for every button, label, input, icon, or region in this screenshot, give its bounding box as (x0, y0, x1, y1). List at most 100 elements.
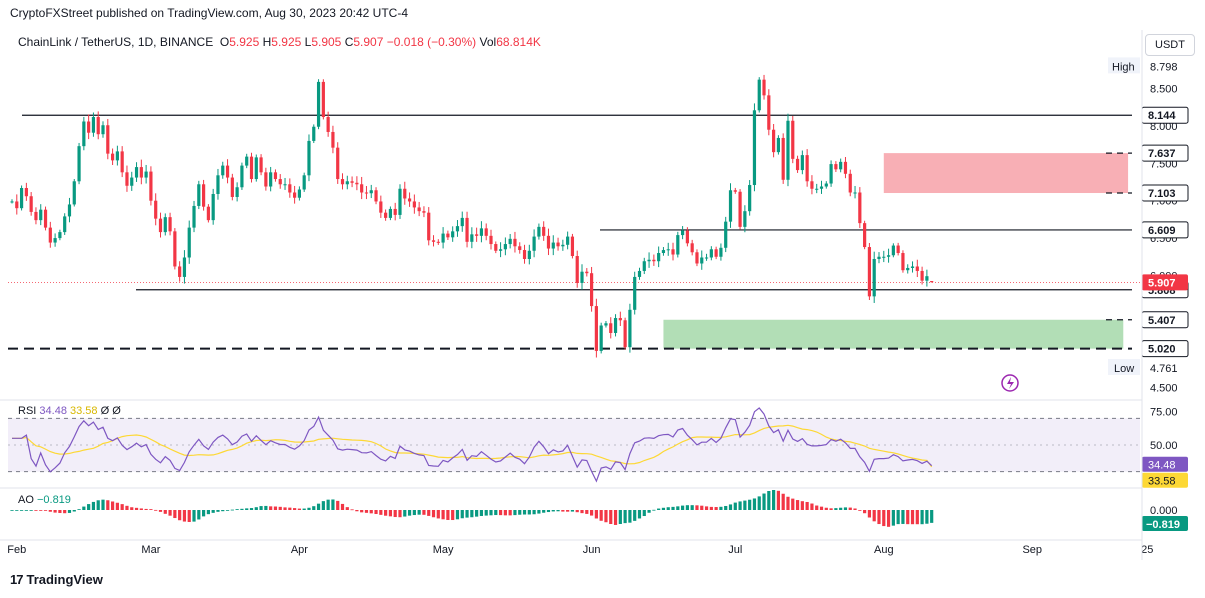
ao-bar (149, 509, 153, 510)
candle (321, 79, 325, 120)
ao-bar (422, 510, 426, 515)
candle-body (503, 244, 507, 250)
candle (364, 186, 369, 200)
ao-bar (235, 509, 239, 510)
ao-bar (795, 500, 800, 510)
candle-body (886, 255, 891, 257)
candle-body (556, 242, 560, 247)
candle-body (422, 211, 426, 213)
ao-bar (585, 510, 589, 514)
rsi-ma-line (12, 424, 933, 468)
ao-bar (839, 507, 843, 510)
candle (77, 142, 81, 185)
currency-button[interactable]: USDT (1145, 34, 1195, 56)
candle (685, 227, 689, 247)
candle-body (772, 129, 776, 153)
candle-body (527, 250, 531, 259)
symbol-name[interactable]: ChainLink / TetherUS, 1D, BINANCE (18, 35, 214, 49)
candle (393, 202, 397, 221)
candle-body (489, 235, 493, 245)
candle (10, 199, 14, 204)
candle (125, 165, 129, 192)
candle (24, 182, 28, 201)
ao-bar (475, 510, 479, 517)
candle (407, 192, 412, 207)
candle (34, 207, 38, 225)
candle (403, 181, 407, 205)
ao-bar (733, 502, 737, 510)
rsi-legend-na1: Ø (100, 405, 110, 417)
candle (158, 212, 163, 238)
ao-bar (542, 510, 546, 513)
candle-body (216, 175, 220, 194)
candle-body (815, 188, 819, 190)
candle-body (72, 181, 76, 205)
candle (211, 188, 215, 225)
tradingview-logo[interactable]: 17 TradingView (10, 572, 103, 587)
rsi-legend-ma: 33.58 (70, 405, 98, 417)
ao-bar (297, 508, 301, 510)
candle (910, 261, 915, 273)
candle-body (307, 140, 311, 176)
candle-body (891, 245, 895, 256)
ao-bar (910, 510, 915, 525)
candle (786, 113, 790, 187)
candle (561, 239, 565, 251)
candle (154, 193, 158, 226)
ao-bar (336, 500, 340, 510)
candle (106, 119, 110, 160)
candle-body (637, 270, 642, 277)
candle (475, 227, 479, 242)
ao-bar (321, 501, 325, 510)
candle-body (336, 147, 340, 180)
candle (168, 212, 172, 236)
high-value: 5.925 (271, 35, 302, 49)
candle-body (403, 188, 407, 199)
ao-bar (110, 501, 115, 510)
candle (748, 180, 752, 216)
ao-name: AO (18, 494, 34, 506)
candle (628, 303, 632, 353)
ao-bar (810, 503, 814, 510)
candle-body (484, 228, 488, 236)
candle-body (546, 235, 551, 249)
candle-body (733, 190, 737, 192)
rsi-ma-label: 33.58 (1148, 476, 1176, 488)
candle-body (542, 226, 546, 236)
candle-body (518, 246, 522, 251)
candle (264, 167, 268, 191)
candle-body (316, 81, 321, 127)
ao-bar (604, 510, 608, 523)
candle-body (748, 185, 752, 212)
candle (618, 311, 622, 327)
candle-body (633, 276, 637, 310)
candle (580, 264, 584, 290)
candle-body (522, 250, 527, 259)
ao-bar (527, 510, 531, 515)
candle-body (561, 244, 565, 247)
candle-body (178, 266, 182, 277)
ao-bar (508, 510, 512, 516)
candle-body (393, 208, 397, 215)
ao-bar (436, 510, 440, 519)
candle-body (652, 259, 656, 262)
lightning-icon (1001, 374, 1019, 392)
ao-bar (494, 510, 498, 516)
ao-bar (738, 501, 742, 510)
candle-body (91, 117, 96, 133)
candle-body (144, 171, 148, 178)
candle (345, 175, 349, 190)
candle (757, 77, 761, 113)
candle (360, 176, 364, 200)
candle (240, 162, 244, 190)
candle-body (724, 221, 728, 248)
ao-bar (609, 510, 613, 524)
candle (446, 230, 450, 241)
candle (781, 133, 785, 184)
candle (350, 176, 354, 188)
ao-bar (43, 510, 48, 511)
candle (293, 185, 297, 204)
ao-bar (302, 508, 306, 510)
ao-bar (130, 507, 134, 510)
